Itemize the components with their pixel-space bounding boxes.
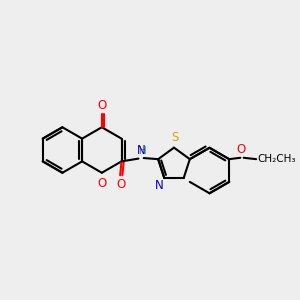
Text: H: H <box>139 146 147 156</box>
Text: N: N <box>155 179 164 192</box>
Text: O: O <box>97 177 106 190</box>
Text: CH₂CH₃: CH₂CH₃ <box>257 154 296 164</box>
Text: O: O <box>97 99 106 112</box>
Text: O: O <box>236 143 245 156</box>
Text: N: N <box>136 145 145 158</box>
Text: S: S <box>171 131 178 144</box>
Text: O: O <box>117 178 126 191</box>
